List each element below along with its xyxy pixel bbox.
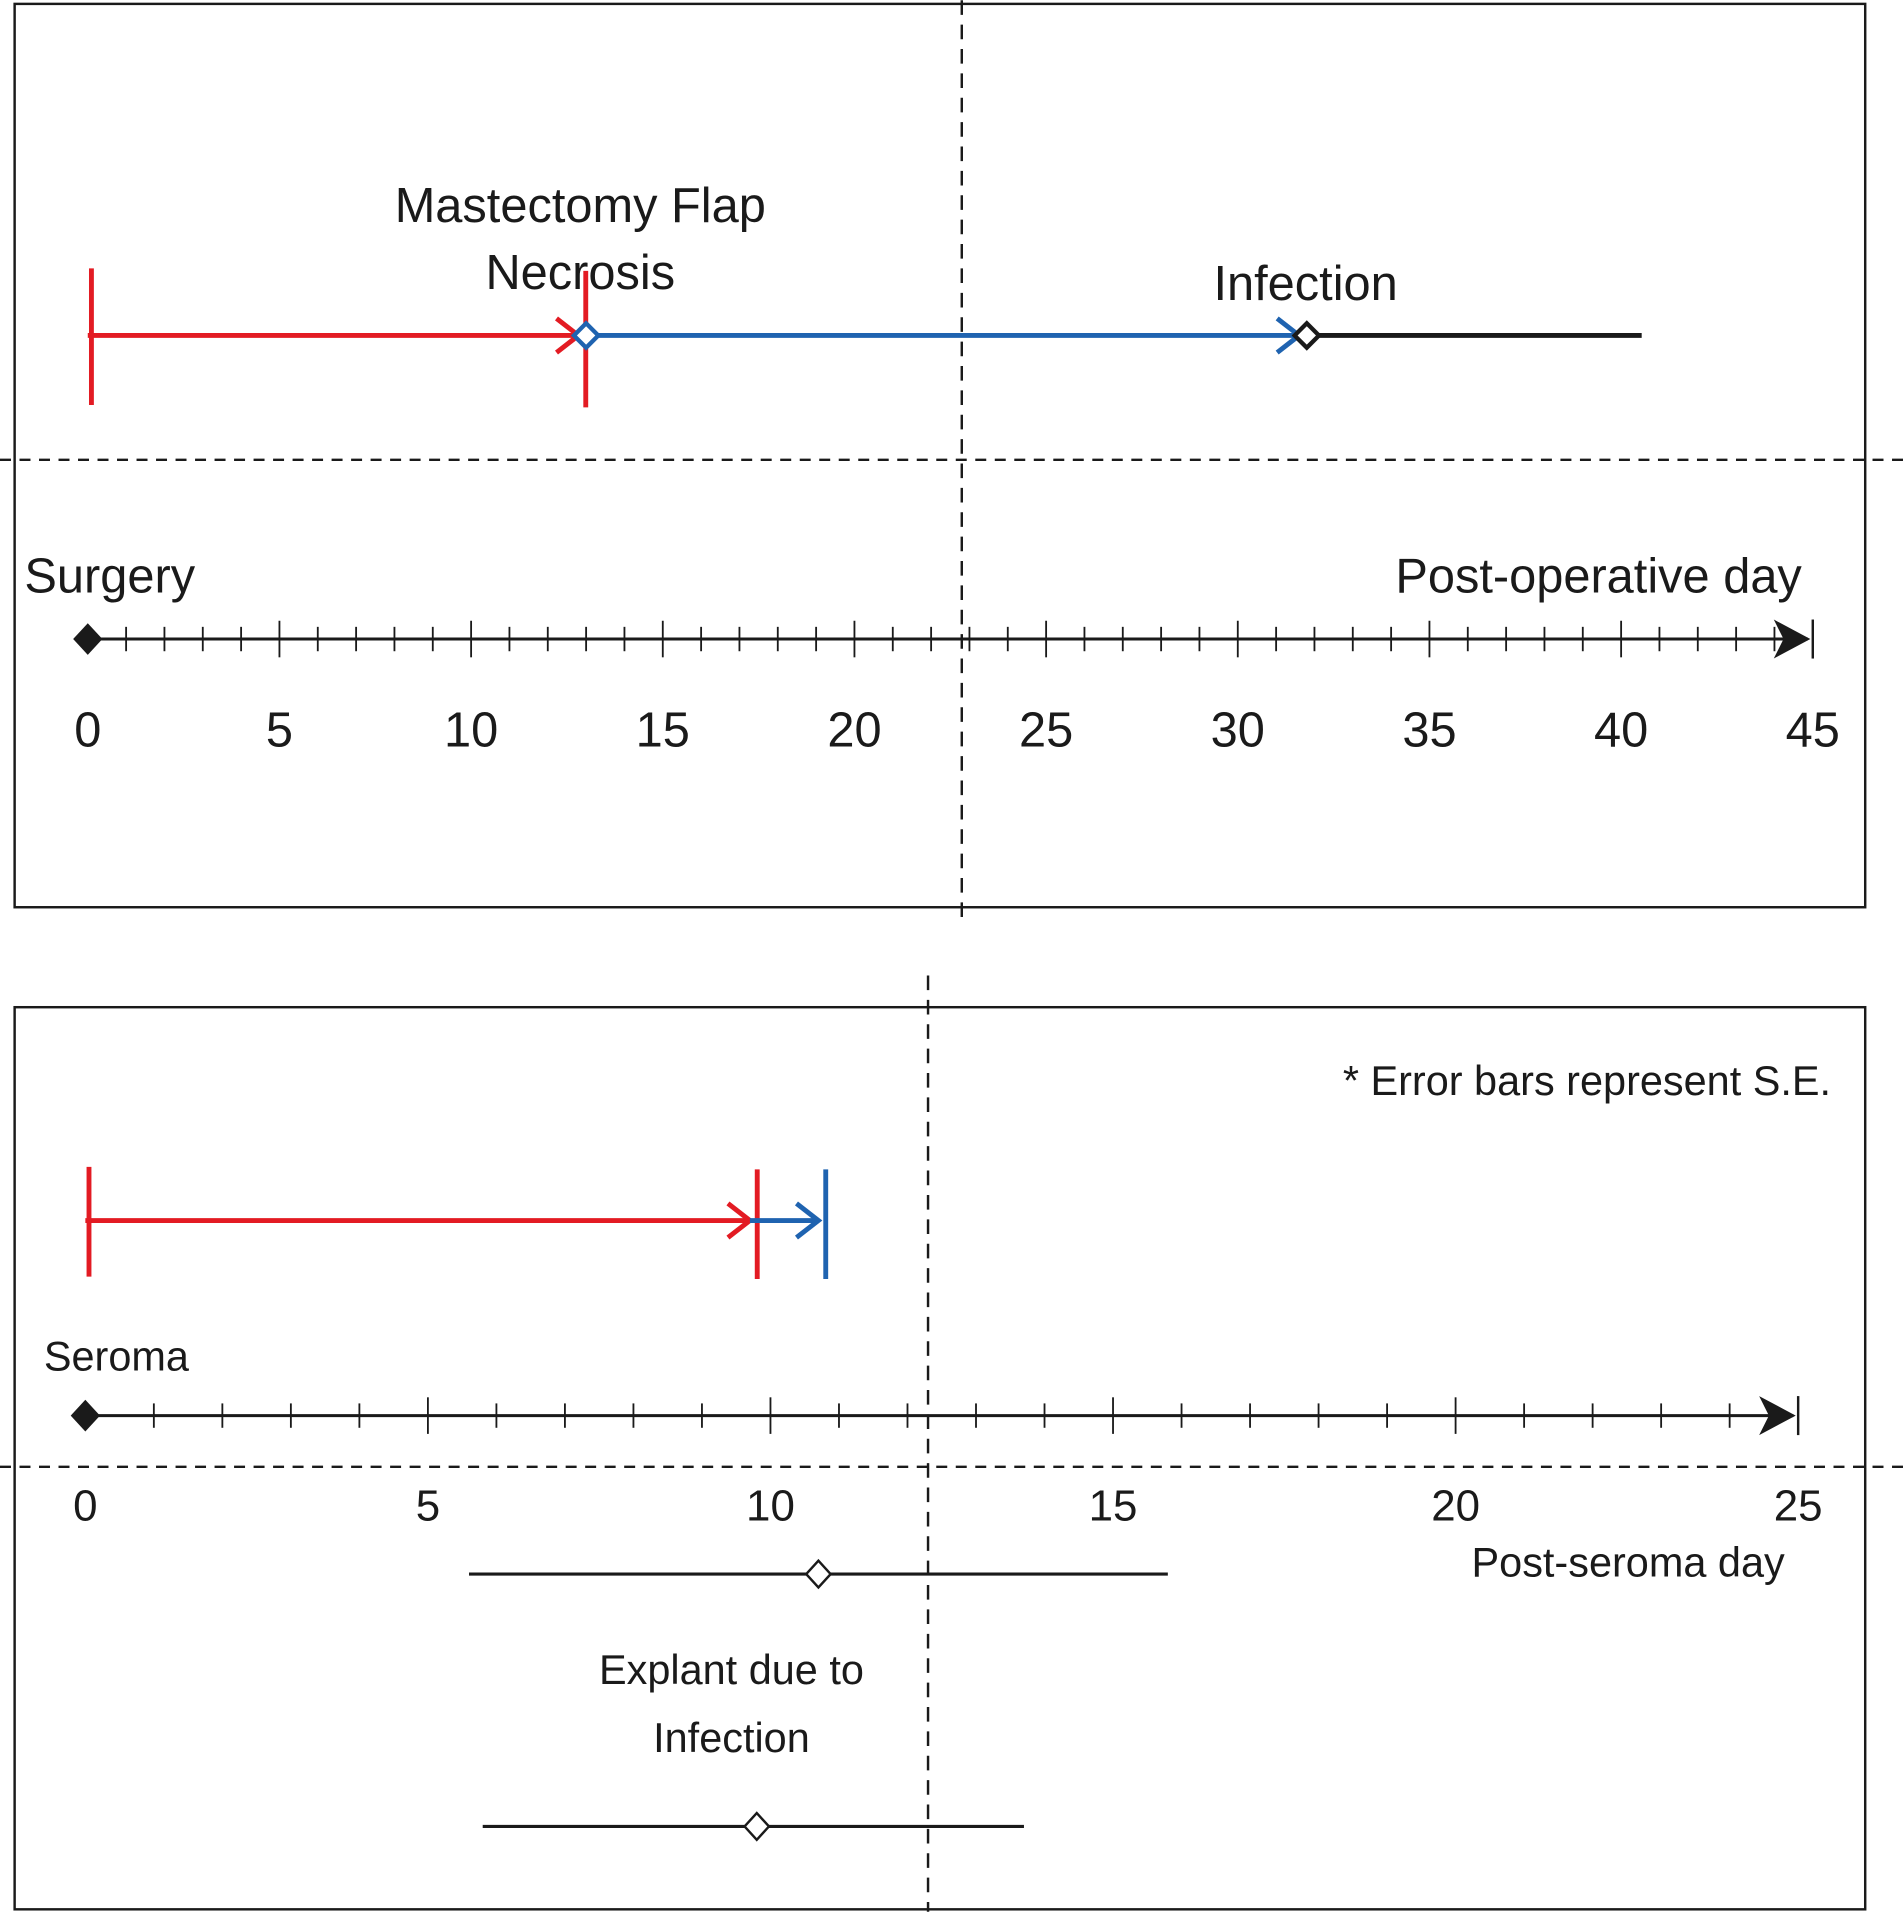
error-bar-note: * Error bars represent S.E. [1343, 1057, 1831, 1104]
tick-label: 45 [1786, 703, 1840, 757]
black-diamond-marker-icon [1291, 320, 1322, 351]
tick-label: 30 [1211, 703, 1265, 757]
tick-label: 20 [827, 703, 881, 757]
tick-label: 5 [266, 703, 293, 757]
tick-label: 10 [746, 1481, 795, 1530]
axis-start-diamond-icon [73, 623, 103, 655]
top-timeline: 0 5 10 15 20 25 30 35 40 45 [73, 0, 1840, 927]
infection-label: Infection [1213, 257, 1397, 311]
necrosis-label-1: Mastectomy Flap [395, 179, 766, 233]
surgery-label: Surgery [24, 550, 195, 604]
mean-diamond-marker-icon [804, 1558, 833, 1590]
explant-label-1: Explant due to [599, 1646, 864, 1693]
bottom-axis-title: Post-seroma day [1472, 1539, 1785, 1586]
top-axis-title: Post-operative day [1395, 550, 1802, 604]
tick-label: 0 [74, 703, 101, 757]
tick-label: 40 [1594, 703, 1648, 757]
tick-label: 15 [636, 703, 690, 757]
bottom-panel-frame [13, 1005, 1867, 1911]
tick-label: 35 [1402, 703, 1456, 757]
seroma-label: Seroma [44, 1332, 190, 1379]
axis-arrowhead-icon [1773, 619, 1811, 659]
blue-arrowhead-icon [794, 1201, 823, 1240]
axis-start-diamond-icon [70, 1399, 100, 1432]
top-panel-frame [13, 2, 1867, 909]
tick-label: 25 [1774, 1481, 1823, 1530]
explant-label-2: Infection [653, 1714, 810, 1761]
tick-label: 25 [1019, 703, 1073, 757]
necrosis-label-2: Necrosis [485, 246, 675, 300]
tick-label: 20 [1431, 1481, 1480, 1530]
tick-label: 15 [1089, 1481, 1138, 1530]
blue-diamond-marker-icon [570, 320, 602, 351]
tick-label: 10 [444, 703, 498, 757]
red-arrowhead-icon [726, 1201, 754, 1240]
mean-diamond-marker-icon [742, 1811, 771, 1842]
tick-label: 0 [73, 1481, 97, 1530]
tick-label: 5 [416, 1481, 440, 1530]
axis-arrowhead-icon [1759, 1396, 1796, 1436]
bottom-timeline: 0 5 10 15 20 25 [70, 975, 1823, 1912]
